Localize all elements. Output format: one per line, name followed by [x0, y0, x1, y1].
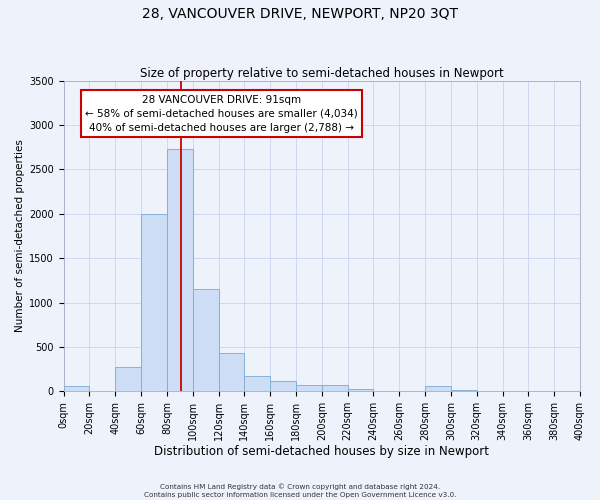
Bar — [322, 386, 347, 391]
Bar — [64, 386, 89, 391]
Bar — [167, 149, 193, 391]
Bar — [425, 386, 451, 391]
Y-axis label: Number of semi-detached properties: Number of semi-detached properties — [15, 140, 25, 332]
Bar — [193, 289, 218, 391]
Bar — [451, 390, 477, 391]
Title: Size of property relative to semi-detached houses in Newport: Size of property relative to semi-detach… — [140, 66, 503, 80]
Text: Contains HM Land Registry data © Crown copyright and database right 2024.
Contai: Contains HM Land Registry data © Crown c… — [144, 484, 456, 498]
Text: 28, VANCOUVER DRIVE, NEWPORT, NP20 3QT: 28, VANCOUVER DRIVE, NEWPORT, NP20 3QT — [142, 8, 458, 22]
Bar — [141, 214, 167, 391]
Bar — [270, 382, 296, 391]
Bar — [218, 353, 244, 391]
Bar — [296, 384, 322, 391]
Bar — [244, 376, 270, 391]
X-axis label: Distribution of semi-detached houses by size in Newport: Distribution of semi-detached houses by … — [154, 444, 490, 458]
Bar — [115, 368, 141, 391]
Bar — [347, 388, 373, 391]
Text: 28 VANCOUVER DRIVE: 91sqm
← 58% of semi-detached houses are smaller (4,034)
40% : 28 VANCOUVER DRIVE: 91sqm ← 58% of semi-… — [85, 94, 358, 132]
